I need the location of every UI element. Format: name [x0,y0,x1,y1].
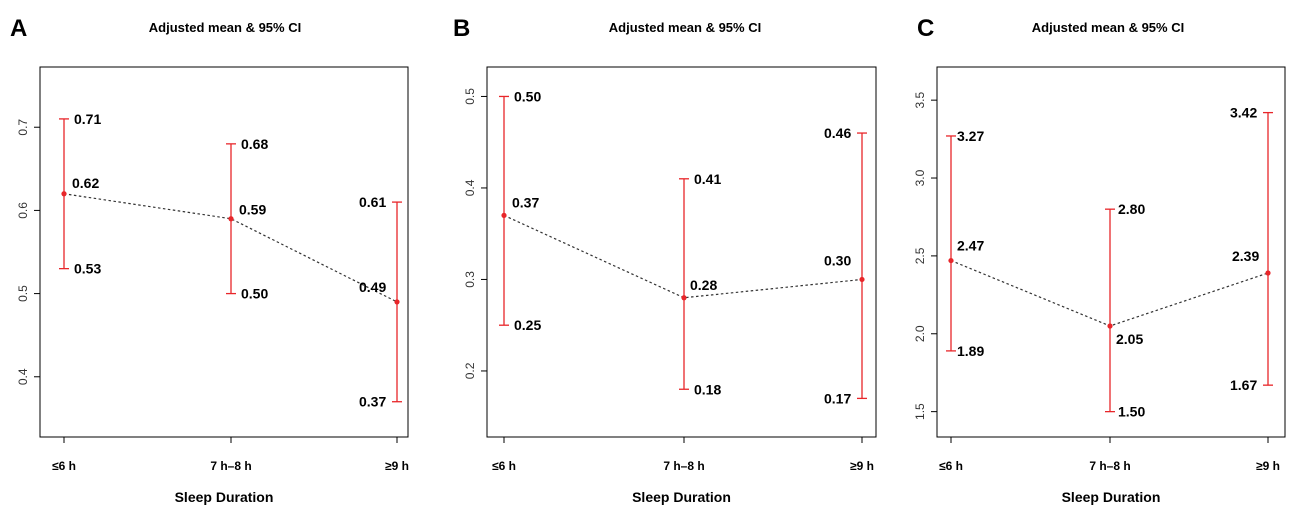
mean-label: 2.47 [957,238,984,254]
panel-letter: C [917,15,934,42]
x-tick-label: ≤6 h [939,459,963,473]
mean-point [948,257,954,264]
chart-title: Adjusted mean & 95% CI [1032,20,1184,35]
mean-label: 0.37 [512,194,539,210]
mean-point [1107,323,1113,329]
mean-point [228,216,234,222]
upper-ci-label: 3.42 [1230,105,1257,121]
plot-frame [486,66,877,438]
mean-label: 0.62 [72,175,99,191]
mean-label: 0.28 [690,277,717,293]
chart-title: Adjusted mean & 95% CI [609,20,761,35]
panel-b: B Adjusted mean & 95% CI 0.2 0.3 0.4 0.5 ≤6 h 7… [453,15,877,505]
y-tick-label: 1.5 [913,403,927,420]
lower-ci-label: 0.25 [514,317,541,333]
y-tick-label: 0.6 [16,202,30,219]
lower-ci-label: 0.37 [359,394,386,410]
y-tick-label: 0.4 [16,368,30,385]
y-tick-label: 2.0 [913,325,927,342]
y-tick-label: 0.2 [463,362,477,379]
x-tick-label: 7 h–8 h [663,459,704,473]
upper-ci-label: 0.41 [694,171,721,187]
lower-ci-label: 0.53 [74,261,101,277]
x-axis-label: Sleep Duration [1062,489,1161,505]
x-tick-label: ≤6 h [52,459,76,473]
x-tick-label: ≥9 h [385,459,409,473]
chart-title: Adjusted mean & 95% CI [149,20,301,35]
mean-point [681,295,687,301]
upper-ci-label: 0.68 [241,136,268,152]
y-tick-label: 0.3 [463,271,477,288]
lower-ci-label: 0.50 [241,286,268,302]
panel-c: C Adjusted mean & 95% CI 1.5 2.0 2.5 3.0 3.5 ≤6… [913,15,1286,505]
x-axis-label: Sleep Duration [175,489,274,505]
mean-connector-line [63,193,398,303]
y-tick-label: 0.4 [463,179,477,196]
mean-point [501,212,507,218]
x-tick-label: ≤6 h [492,459,516,473]
mean-label: 0.49 [359,279,386,295]
x-tick-label: ≥9 h [1256,459,1280,473]
mean-point [61,191,67,197]
upper-ci-label: 0.46 [824,125,851,141]
lower-ci-label: 0.17 [824,390,851,406]
x-axis-label: Sleep Duration [632,489,731,505]
y-tick-label: 0.5 [463,88,477,105]
upper-ci-label: 3.27 [957,128,984,144]
mean-connector-line [503,214,863,299]
y-tick-label: 3.5 [913,91,927,108]
lower-ci-label: 1.67 [1230,377,1257,393]
lower-ci-label: 0.18 [694,381,721,397]
upper-ci-label: 0.61 [359,194,386,210]
y-tick-label: 0.7 [16,119,30,136]
plot-frame [936,66,1286,438]
mean-label: 2.05 [1116,331,1143,347]
y-tick-label: 3.0 [913,169,927,186]
lower-ci-label: 1.89 [957,343,984,359]
plot-frame [39,66,409,438]
y-tick-label: 0.5 [16,285,30,302]
x-tick-label: 7 h–8 h [1089,459,1130,473]
upper-ci-label: 2.80 [1118,201,1145,217]
upper-ci-label: 0.71 [74,111,101,127]
y-tick-label: 2.5 [913,247,927,264]
panel-a: A Adjusted mean & 95% CI 0.4 0.5 0.6 0.7 ≤6 h 7… [10,15,409,505]
mean-point [859,276,865,283]
panel-letter: A [10,15,27,42]
mean-point [394,299,400,305]
mean-label: 0.59 [239,202,266,218]
mean-point [1265,270,1271,276]
upper-ci-label: 0.50 [514,88,541,104]
mean-label: 0.30 [824,252,851,268]
x-tick-label: 7 h–8 h [210,459,251,473]
mean-label: 2.39 [1232,248,1259,264]
lower-ci-label: 1.50 [1118,404,1145,420]
x-tick-label: ≥9 h [850,459,874,473]
panel-letter: B [453,15,470,42]
